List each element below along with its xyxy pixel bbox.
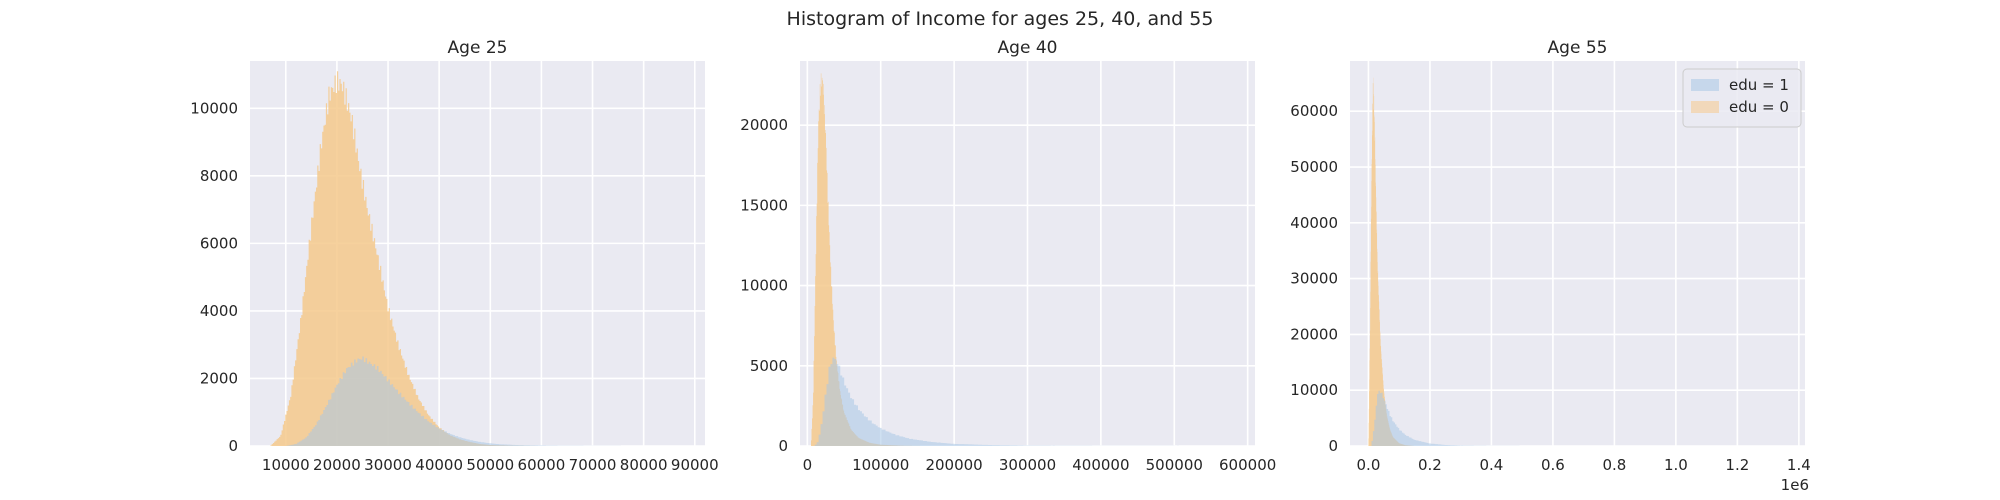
- series-group: [811, 73, 1248, 446]
- panel-2: Age 400 100000 200000 300000 400000 500000 600…: [740, 38, 1276, 474]
- histogram-edu1: [814, 357, 1248, 446]
- x-tick-label: 10000: [262, 456, 310, 474]
- x-tick-label: 90000: [671, 456, 719, 474]
- series-group: [270, 71, 644, 446]
- x-tick-label: 500000: [1146, 456, 1203, 474]
- x-offset-label: 1e6: [1781, 476, 1809, 494]
- x-tick-label: 0: [803, 456, 813, 474]
- legend-label: edu = 0: [1729, 98, 1789, 116]
- y-tick-label: 10000: [740, 277, 788, 295]
- histogram-edu0: [270, 71, 542, 446]
- y-tick-label: 40000: [1290, 214, 1338, 232]
- x-tick-label: 40000: [415, 456, 463, 474]
- x-tick-label: 200000: [925, 456, 982, 474]
- y-tick-label: 5000: [750, 357, 788, 375]
- y-tick-label: 15000: [740, 196, 788, 214]
- x-tick-label: 0.6: [1541, 456, 1565, 474]
- x-tick-label: 0.4: [1479, 456, 1503, 474]
- y-tick-label: 30000: [1290, 270, 1338, 288]
- panel-title: Age 40: [998, 38, 1058, 58]
- legend-swatch: [1691, 101, 1719, 113]
- x-tick-label: 400000: [1072, 456, 1129, 474]
- x-tick-label: 1.4: [1787, 456, 1811, 474]
- histogram-edu1: [285, 356, 644, 446]
- y-tick-label: 0: [778, 437, 788, 455]
- x-tick-label: 50000: [466, 456, 514, 474]
- panel-3: Age 55 0.0 0.2 0.4 0.6 0.8 1.0 1.2 1.4 0 10000 2000…: [1290, 38, 1810, 494]
- y-tick-label: 20000: [740, 116, 788, 134]
- x-tick-label: 30000: [364, 456, 412, 474]
- x-tick-label: 60000: [518, 456, 566, 474]
- x-tick-label: 100000: [852, 456, 909, 474]
- x-tick-label: 600000: [1219, 456, 1276, 474]
- legend: edu = 1 edu = 0: [1682, 68, 1802, 128]
- x-tick-label: 70000: [569, 456, 617, 474]
- y-tick-label: 50000: [1290, 158, 1338, 176]
- x-tick-label: 0.0: [1357, 456, 1381, 474]
- y-tick-label: 6000: [200, 234, 238, 252]
- figure-title: Histogram of Income for ages 25, 40, and…: [787, 8, 1214, 30]
- y-tick-label: 8000: [200, 167, 238, 185]
- y-tick-label: 0: [1328, 437, 1338, 455]
- y-tick-label: 20000: [1290, 325, 1338, 343]
- x-tick-label: 20000: [313, 456, 361, 474]
- x-tick-label: 1.2: [1725, 456, 1749, 474]
- y-tick-label: 2000: [200, 369, 238, 387]
- x-tick-label: 80000: [620, 456, 668, 474]
- histogram-edu0: [1368, 77, 1415, 446]
- x-tick-label: 0.2: [1418, 456, 1442, 474]
- series-group: [1368, 77, 1676, 446]
- x-tick-label: 0.8: [1602, 456, 1626, 474]
- x-tick-label: 1.0: [1664, 456, 1688, 474]
- legend-label: edu = 1: [1729, 76, 1789, 94]
- y-tick-label: 4000: [200, 302, 238, 320]
- panel-title: Age 25: [448, 38, 508, 58]
- histogram-edu0: [811, 73, 925, 446]
- legend-swatch: [1691, 79, 1719, 91]
- panel-title: Age 55: [1548, 38, 1608, 58]
- y-tick-label: 10000: [1290, 381, 1338, 399]
- histogram-edu1: [1371, 390, 1676, 446]
- y-tick-label: 10000: [190, 99, 238, 117]
- y-tick-label: 60000: [1290, 102, 1338, 120]
- y-tick-label: 0: [228, 437, 238, 455]
- x-tick-label: 300000: [999, 456, 1056, 474]
